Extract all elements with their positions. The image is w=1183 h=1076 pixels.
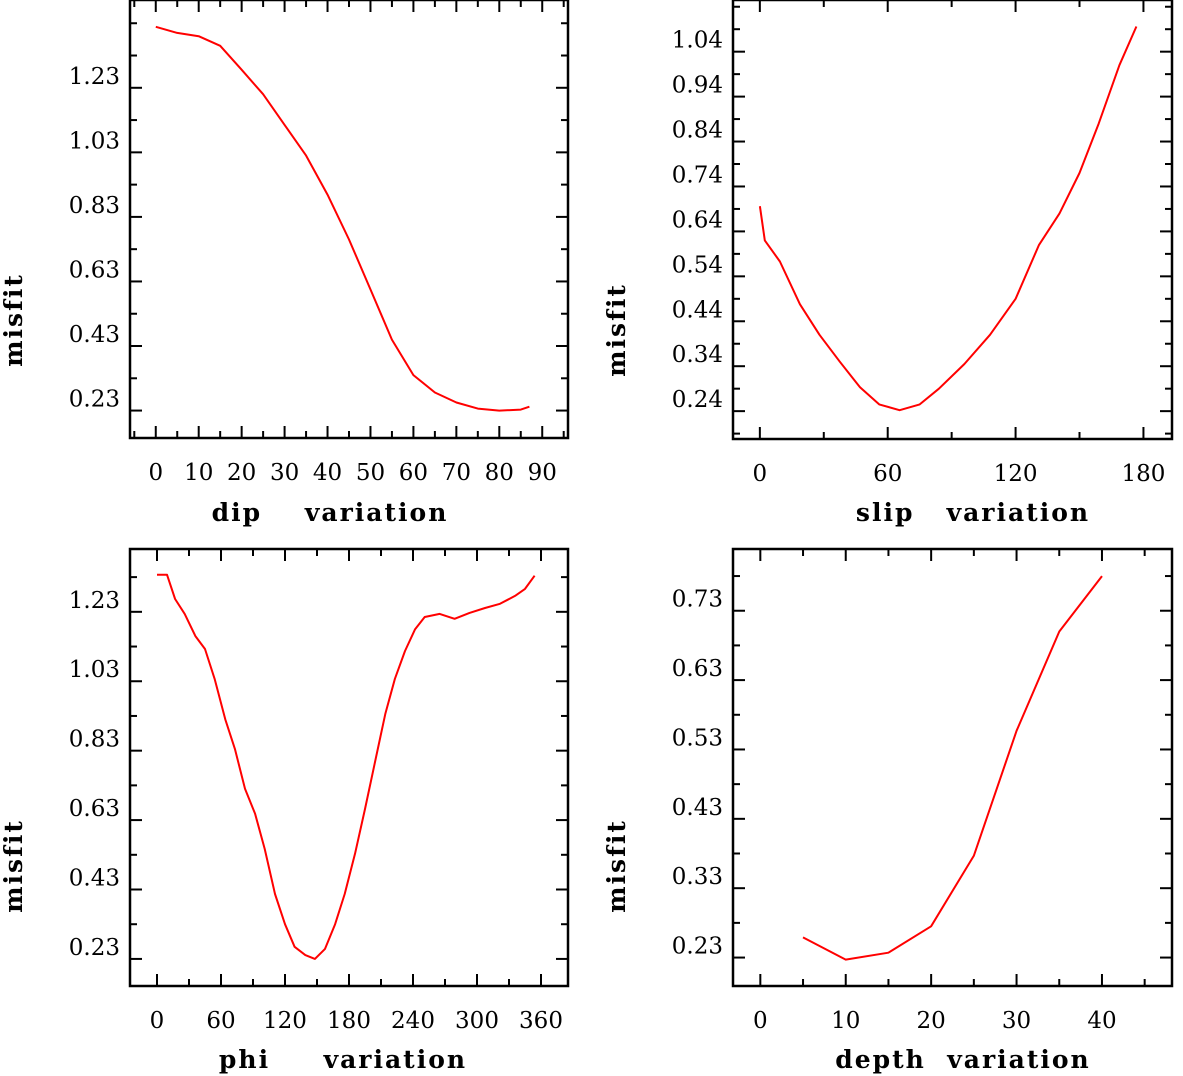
x-tick-label: 50 bbox=[356, 460, 385, 486]
x-tick-label: 10 bbox=[831, 1008, 860, 1034]
y-tick-label: 0.34 bbox=[672, 342, 723, 368]
plot-frame bbox=[128, 0, 570, 440]
y-tick-label: 0.83 bbox=[69, 193, 120, 219]
misfit-series-line bbox=[802, 575, 1103, 961]
x-tick-label: 40 bbox=[1087, 1008, 1116, 1034]
x-tick-label: 20 bbox=[917, 1008, 946, 1034]
y-tick-label: 0.64 bbox=[672, 207, 723, 233]
x-tick-label: 40 bbox=[313, 460, 342, 486]
y-tick-label: 1.03 bbox=[69, 128, 120, 154]
y-axis-title: misfit bbox=[0, 819, 28, 913]
y-tick-label: 1.23 bbox=[69, 588, 120, 614]
y-tick-label: 0.63 bbox=[672, 656, 723, 682]
y-tick-label: 1.23 bbox=[69, 64, 120, 90]
y-tick-label: 0.23 bbox=[69, 387, 120, 413]
y-axis-title: misfit bbox=[602, 283, 631, 377]
x-tick-label: 0 bbox=[753, 1008, 768, 1034]
y-tick-label: 0.44 bbox=[672, 297, 723, 323]
misfit-series-line bbox=[157, 573, 536, 960]
y-tick-label: 0.33 bbox=[672, 864, 723, 890]
x-tick-label: 300 bbox=[455, 1008, 499, 1034]
plot-frame bbox=[731, 0, 1174, 441]
y-tick-label: 0.54 bbox=[672, 252, 723, 278]
y-tick-label: 0.74 bbox=[672, 162, 723, 188]
x-tick-label: 0 bbox=[150, 1008, 165, 1034]
x-tick-label: 30 bbox=[1002, 1008, 1031, 1034]
x-tick-label: 240 bbox=[391, 1008, 435, 1034]
y-tick-label: 0.84 bbox=[672, 118, 723, 144]
y-axis-title: misfit bbox=[602, 819, 631, 913]
x-tick-label: 0 bbox=[753, 461, 768, 487]
y-tick-label: 0.43 bbox=[69, 322, 120, 348]
x-tick-label: 120 bbox=[994, 461, 1038, 487]
plot-frame bbox=[731, 547, 1174, 988]
x-tick-label: 360 bbox=[519, 1008, 563, 1034]
depth-variation-chart: depth variation misfit 0 10 20 30 40 0.23 0.33… bbox=[602, 547, 1174, 1074]
y-tick-label: 0.63 bbox=[69, 257, 120, 283]
y-axis-title: misfit bbox=[0, 273, 28, 367]
phi-variation-chart: phi variation misfit 0 60 120 180 240 300 360 0… bbox=[0, 547, 570, 1074]
x-tick-label: 60 bbox=[873, 461, 902, 487]
y-tick-label: 0.94 bbox=[672, 73, 723, 99]
y-tick-label: 0.23 bbox=[69, 935, 120, 961]
y-tick-label: 0.73 bbox=[672, 587, 723, 613]
x-axis-title: phi variation bbox=[219, 1045, 467, 1074]
y-tick-label: 0.53 bbox=[672, 725, 723, 751]
x-tick-label: 70 bbox=[442, 460, 471, 486]
misfit-series-line bbox=[155, 25, 530, 412]
y-tick-label: 0.24 bbox=[672, 387, 723, 413]
x-tick-label: 30 bbox=[270, 460, 299, 486]
plot-frame bbox=[128, 547, 570, 988]
y-tick-label: 1.04 bbox=[672, 28, 723, 54]
x-tick-label: 120 bbox=[263, 1008, 307, 1034]
y-tick-label: 0.23 bbox=[672, 934, 723, 960]
dip-variation-chart: dip variation misfit 0 10 20 30 40 50 60 70 80 90… bbox=[0, 0, 570, 527]
x-axis-title: dip variation bbox=[212, 498, 449, 527]
x-tick-label: 90 bbox=[528, 460, 557, 486]
y-tick-label: 0.63 bbox=[69, 796, 120, 822]
y-tick-label: 1.03 bbox=[69, 657, 120, 683]
slip-variation-chart: slip variation misfit 0 60 120 180 0.24 0.34 0… bbox=[602, 0, 1174, 527]
x-tick-label: 180 bbox=[1121, 461, 1165, 487]
y-tick-label: 0.43 bbox=[69, 866, 120, 892]
x-tick-label: 10 bbox=[184, 460, 213, 486]
y-tick-label: 0.43 bbox=[672, 795, 723, 821]
x-axis-title: depth variation bbox=[835, 1045, 1091, 1074]
x-tick-label: 0 bbox=[148, 460, 163, 486]
misfit-series-line bbox=[758, 26, 1138, 412]
x-tick-label: 60 bbox=[206, 1008, 235, 1034]
x-tick-label: 60 bbox=[399, 460, 428, 486]
x-tick-label: 20 bbox=[227, 460, 256, 486]
x-tick-label: 80 bbox=[485, 460, 514, 486]
y-tick-label: 0.83 bbox=[69, 727, 120, 753]
x-tick-label: 180 bbox=[327, 1008, 371, 1034]
x-axis-title: slip variation bbox=[856, 498, 1090, 527]
